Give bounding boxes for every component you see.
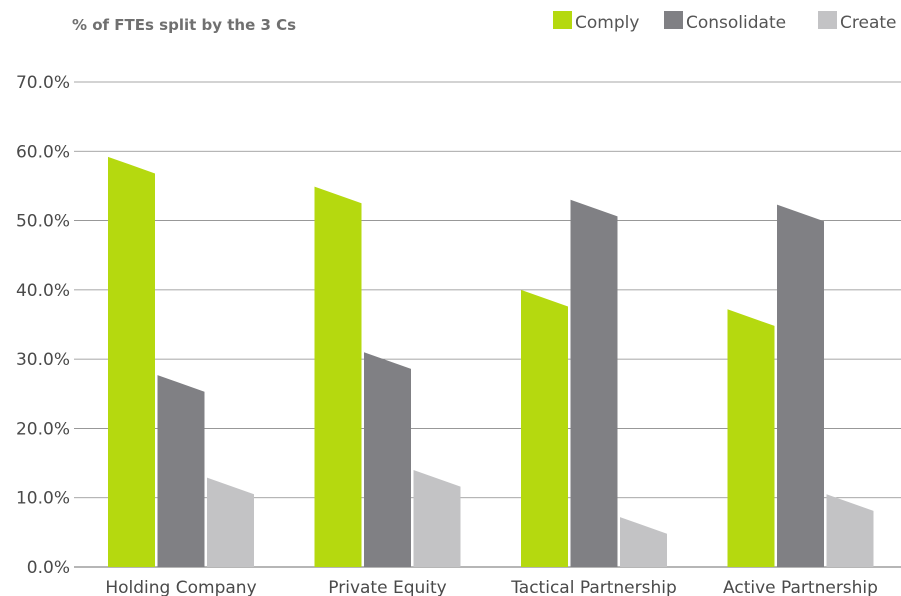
y-tick-label: 10.0% — [16, 489, 70, 509]
legend: Comply Consolidate Create — [553, 11, 897, 33]
bar-create-active-partnership — [826, 494, 874, 567]
y-tick-label: 20.0% — [16, 419, 70, 439]
bar-create-tactical-partnership — [620, 517, 667, 567]
bar-consolidate-active-partnership — [777, 204, 824, 567]
y-tick-label: 70.0% — [16, 73, 70, 93]
y-axis-tick-labels: 0.0% 10.0% 20.0% 30.0% 40.0% 50.0% 60.0% 70.0% — [16, 73, 70, 578]
bar-consolidate-private-equity — [364, 352, 411, 567]
y-tick-label: 0.0% — [27, 558, 70, 578]
y-tick-label: 50.0% — [16, 212, 70, 232]
legend-label-create: Create — [840, 13, 897, 33]
x-axis-category-labels: Holding Company Private Equity Tactical Pa… — [105, 578, 878, 596]
bar-comply-active-partnership — [727, 309, 775, 567]
bar-create-private-equity — [413, 470, 461, 567]
bar-consolidate-tactical-partnership — [570, 199, 618, 568]
bars — [108, 156, 874, 568]
legend-label-comply: Comply — [575, 13, 639, 33]
legend-swatch-create — [818, 11, 837, 29]
y-tick-label: 60.0% — [16, 142, 70, 162]
x-category-label: Holding Company — [105, 578, 256, 596]
legend-label-consolidate: Consolidate — [686, 13, 786, 33]
bar-create-holding-company — [207, 477, 254, 567]
bar-comply-private-equity — [314, 186, 362, 567]
legend-swatch-comply — [553, 11, 572, 29]
y-tick-label: 40.0% — [16, 281, 70, 301]
chart-title: % of FTEs split by the 3 Cs — [72, 16, 296, 34]
y-tick-label: 30.0% — [16, 350, 70, 370]
x-category-label: Private Equity — [328, 578, 446, 596]
bar-comply-tactical-partnership — [521, 289, 568, 567]
x-category-label: Active Partnership — [723, 578, 878, 596]
bar-comply-holding-company — [108, 156, 155, 568]
x-category-label: Tactical Partnership — [510, 578, 677, 596]
bar-consolidate-holding-company — [157, 375, 205, 567]
legend-swatch-consolidate — [664, 11, 683, 29]
